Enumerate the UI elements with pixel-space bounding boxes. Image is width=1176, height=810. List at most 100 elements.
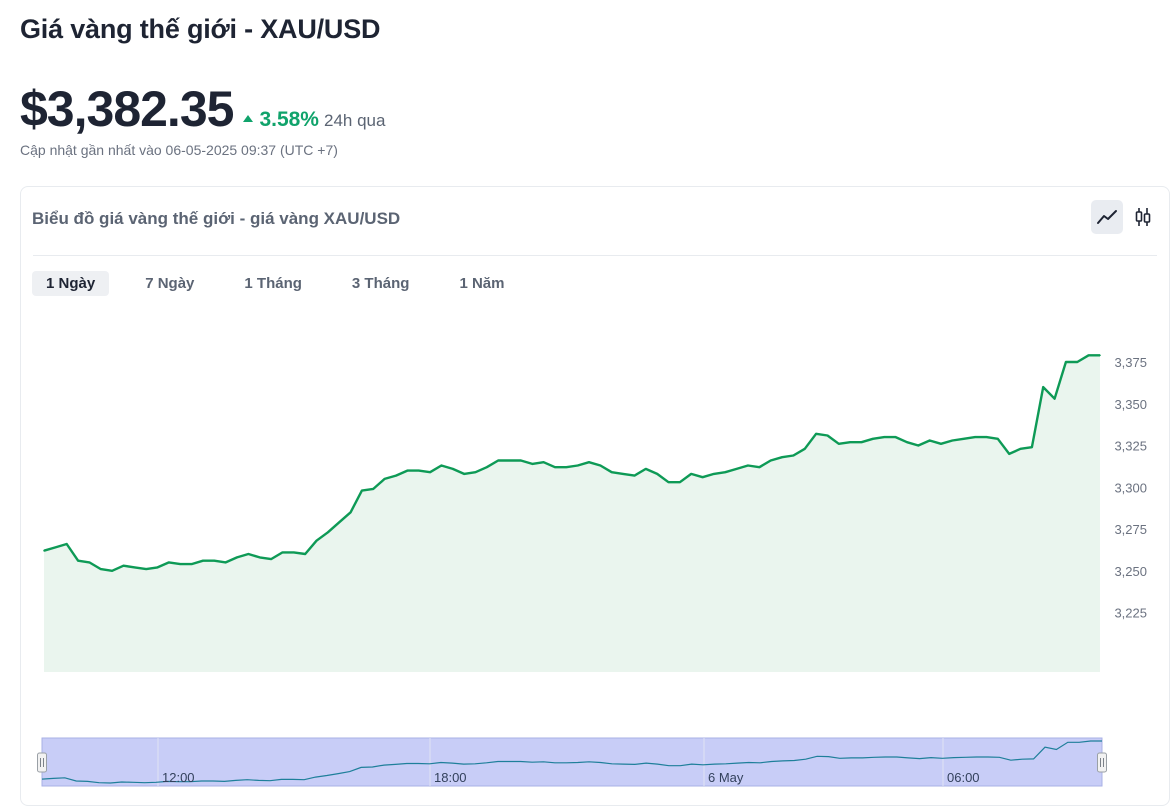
- change-period: 24h qua: [323, 111, 386, 130]
- triangle-up-icon: [243, 115, 254, 122]
- line-chart-button[interactable]: [1091, 200, 1123, 234]
- price-point: [906, 441, 908, 444]
- price-point: [1087, 354, 1090, 357]
- price-point: [838, 443, 840, 445]
- price-point: [213, 559, 216, 562]
- price-point: [588, 461, 590, 464]
- price-point: [1019, 448, 1022, 450]
- price-point: [258, 556, 261, 559]
- price-point: [928, 439, 931, 442]
- price-point: [202, 559, 204, 562]
- navigator-tick-label: 18:00: [434, 770, 467, 785]
- price-point: [985, 436, 988, 438]
- price-point: [349, 511, 352, 514]
- price-point: [645, 468, 647, 470]
- tab-1-month[interactable]: 1 Tháng: [244, 275, 302, 292]
- navigator-left-handle[interactable]: [37, 752, 47, 773]
- price-point: [1099, 354, 1101, 357]
- price-point: [815, 433, 817, 435]
- price-point: [100, 568, 102, 570]
- price-point: [565, 466, 568, 469]
- price-point: [77, 559, 79, 562]
- price-point: [622, 473, 624, 475]
- price-point: [633, 474, 636, 477]
- change-percent: 3.58%: [259, 108, 319, 131]
- price-point: [452, 468, 454, 470]
- price-point: [463, 473, 465, 475]
- y-tick-label: 3,375: [1114, 355, 1147, 370]
- price-point: [849, 441, 851, 444]
- y-axis: 3,225 3,250 3,275 3,300 3,325 3,350 3,375: [1114, 355, 1147, 621]
- candlestick-button[interactable]: [1127, 200, 1159, 234]
- y-tick-label: 3,225: [1114, 606, 1147, 621]
- price-point: [156, 566, 159, 569]
- price-point: [383, 478, 386, 480]
- price-point: [293, 551, 295, 554]
- y-tick-label: 3,325: [1114, 439, 1147, 454]
- price-point: [724, 471, 727, 474]
- current-price: $3,382.35: [20, 81, 234, 137]
- last-updated: Cập nhật gần nhất vào 06-05-2025 09:37 (…: [20, 142, 338, 158]
- candlestick-icon: [1135, 208, 1151, 226]
- y-tick-label: 3,275: [1114, 522, 1147, 537]
- price-point: [43, 549, 45, 552]
- price-point: [894, 436, 897, 438]
- tab-3-months[interactable]: 3 Tháng: [351, 275, 410, 292]
- navigator-selection[interactable]: [41, 737, 1103, 787]
- price-point: [497, 459, 500, 462]
- chart-card-title: Biểu đồ giá vàng thế giới - giá vàng XAU…: [32, 209, 401, 228]
- price-point: [361, 489, 363, 492]
- chart-view-toggle: [1091, 200, 1159, 234]
- navigator-tick-label: 6 May: [708, 770, 744, 785]
- price-point: [88, 561, 91, 564]
- price-point: [1042, 386, 1044, 388]
- price-point: [508, 459, 511, 462]
- price-point: [247, 553, 250, 555]
- price-point: [781, 456, 783, 459]
- tab-1-day[interactable]: 1 Ngày: [32, 271, 110, 296]
- price-point: [576, 464, 579, 467]
- price-point: [474, 471, 477, 474]
- price-point: [940, 443, 942, 445]
- price-point: [440, 464, 443, 467]
- price-point: [883, 436, 886, 438]
- price-point: [429, 471, 431, 474]
- price-point: [134, 566, 136, 569]
- price-change: 3.58% 24h qua: [243, 108, 385, 132]
- price-point: [769, 459, 772, 462]
- price-point: [65, 543, 68, 545]
- y-tick-label: 3,300: [1114, 480, 1147, 495]
- price-point: [735, 468, 738, 470]
- price-point: [1031, 446, 1033, 449]
- price-point: [54, 546, 57, 549]
- price-point: [179, 563, 182, 565]
- price-point: [804, 448, 806, 450]
- price-point: [236, 556, 238, 559]
- price-series-line: [43, 354, 1100, 572]
- range-navigator[interactable]: 12:00 18:00 6 May 06:00: [37, 737, 1107, 787]
- price-point: [270, 558, 272, 560]
- price-point: [531, 463, 534, 465]
- navigator-tick-label: 12:00: [162, 770, 195, 785]
- price-point: [417, 469, 420, 472]
- y-tick-label: 3,250: [1114, 564, 1147, 579]
- tab-1-year[interactable]: 1 Năm: [459, 275, 505, 292]
- price-point: [872, 438, 874, 440]
- navigator-right-handle[interactable]: [1097, 752, 1107, 773]
- tab-7-days[interactable]: 7 Ngày: [145, 275, 195, 292]
- price-point: [974, 436, 976, 438]
- price-point: [281, 551, 284, 554]
- price-point: [713, 473, 715, 475]
- price-point: [679, 481, 681, 484]
- price-point: [701, 476, 704, 479]
- price-point: [542, 461, 545, 464]
- price-point: [860, 441, 863, 444]
- price-point: [486, 466, 488, 469]
- price-point: [599, 464, 602, 467]
- price-point: [338, 521, 341, 524]
- price-point: [327, 531, 329, 534]
- price-point: [520, 459, 522, 462]
- price-point: [122, 564, 125, 567]
- price-point: [667, 481, 670, 484]
